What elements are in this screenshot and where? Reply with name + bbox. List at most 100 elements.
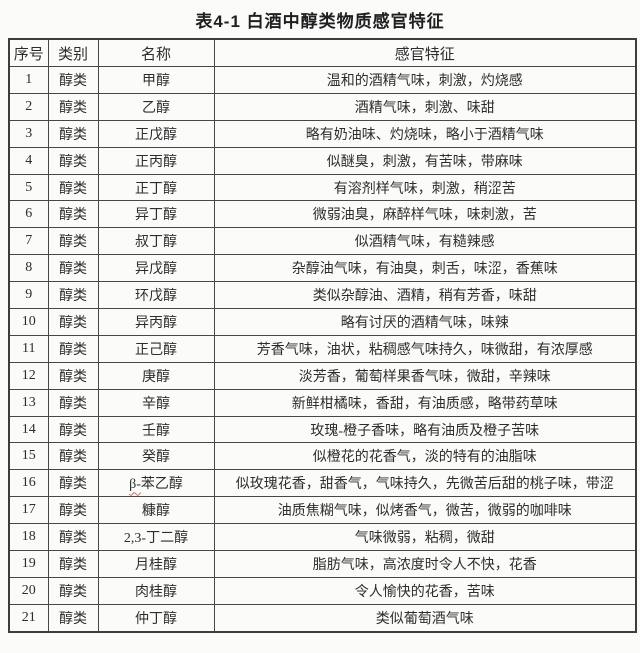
table-row: 12 醇类 庚醇 淡芳香，葡萄样果香气味，微甜，辛辣味 xyxy=(8,361,637,390)
column-header-name: 名称 xyxy=(97,38,215,67)
table-row: 17 醇类 糠醇 油质焦糊气味，似烤香气，微苦，微弱的咖啡味 xyxy=(8,496,637,525)
cell-name: 乙醇 xyxy=(97,92,215,121)
cell-name: 辛醇 xyxy=(97,388,215,417)
cell-name: 仲丁醇 xyxy=(97,603,215,633)
cell-category: 醇类 xyxy=(47,415,99,444)
cell-feature: 类似杂醇油、酒精，稍有芳香，味甜 xyxy=(213,281,637,310)
table-title: 表4-1 白酒中醇类物质感官特征 xyxy=(195,11,445,31)
table-row: 19 醇类 月桂醇 脂肪气味，高浓度时令人不快，花香 xyxy=(8,550,637,578)
cell-row-number: 5 xyxy=(8,173,49,202)
cell-name: 癸醇 xyxy=(97,442,215,471)
cell-category: 醇类 xyxy=(47,200,99,229)
alcohols-sensory-table: 序号 类别 名称 感官特征 1 醇类 甲醇 温和的酒精气味，刺激，灼烧感 2 醇类 乙醇 酒精… xyxy=(8,38,637,633)
cell-category: 醇类 xyxy=(47,173,99,202)
cell-name: 叔丁醇 xyxy=(97,227,215,256)
cell-feature: 有溶剂样气味，刺激，稍涩苦 xyxy=(213,173,637,202)
cell-row-number: 20 xyxy=(8,576,49,605)
table-row: 8 醇类 异戊醇 杂醇油气味，有油臭，刺舌，味涩，香蕉味 xyxy=(8,254,637,283)
cell-row-number: 15 xyxy=(8,442,49,471)
cell-name: 正戊醇 xyxy=(97,119,215,148)
cell-feature: 令人愉快的花香，苦味 xyxy=(213,576,637,605)
cell-feature: 略有奶油味、灼烧味，略小于酒精气味 xyxy=(213,119,637,148)
table-row: 18 醇类 2,3-丁二醇 气味微弱，粘稠，微甜 xyxy=(8,523,637,552)
cell-row-number: 7 xyxy=(8,227,49,256)
cell-row-number: 18 xyxy=(8,523,49,552)
cell-feature: 油质焦糊气味，似烤香气，微苦，微弱的咖啡味 xyxy=(213,496,637,525)
cell-category: 醇类 xyxy=(47,361,99,390)
cell-feature: 似酒精气味，有糙辣感 xyxy=(213,227,637,256)
cell-row-number: 14 xyxy=(8,415,49,444)
title-bar: 表4-1 白酒中醇类物质感官特征 xyxy=(0,0,640,38)
cell-name: 异丙醇 xyxy=(97,308,215,336)
cell-row-number: 13 xyxy=(8,388,49,417)
column-header-feature: 感官特征 xyxy=(213,38,637,67)
cell-row-number: 8 xyxy=(8,254,49,283)
cell-feature: 淡芳香，葡萄样果香气味，微甜，辛辣味 xyxy=(213,361,637,390)
cell-row-number: 21 xyxy=(8,603,49,633)
cell-name: 正丁醇 xyxy=(97,173,215,202)
cell-feature: 类似葡萄酒气味 xyxy=(213,603,637,633)
cell-row-number: 10 xyxy=(8,308,49,336)
table-row: 4 醇类 正丙醇 似醚臭，刺激，有苦味，带麻味 xyxy=(8,146,637,175)
cell-category: 醇类 xyxy=(47,576,99,605)
cell-name: 异丁醇 xyxy=(97,200,215,229)
table-row: 13 醇类 辛醇 新鲜柑橘味，香甜，有油质感，略带药草味 xyxy=(8,388,637,417)
cell-category: 醇类 xyxy=(47,388,99,417)
spellcheck-underline: β- xyxy=(129,477,141,493)
table-row: 15 醇类 癸醇 似橙花的花香气，淡的特有的油脂味 xyxy=(8,442,637,471)
header-row: 序号 类别 名称 感官特征 xyxy=(8,38,637,67)
cell-feature: 杂醇油气味，有油臭，刺舌，味涩，香蕉味 xyxy=(213,254,637,283)
cell-row-number: 1 xyxy=(8,66,49,94)
cell-category: 醇类 xyxy=(47,66,99,94)
cell-row-number: 2 xyxy=(8,92,49,121)
cell-name: 环戊醇 xyxy=(97,281,215,310)
cell-name: 正丙醇 xyxy=(97,146,215,175)
cell-category: 醇类 xyxy=(47,523,99,552)
table-row: 16 醇类 β-苯乙醇 似玫瑰花香，甜香气，气味持久，先微苦后甜的桃子味，带涩 xyxy=(8,469,637,498)
cell-feature: 脂肪气味，高浓度时令人不快，花香 xyxy=(213,550,637,578)
table-header: 序号 类别 名称 感官特征 xyxy=(8,38,637,67)
cell-feature: 略有讨厌的酒精气味，味辣 xyxy=(213,308,637,336)
cell-feature: 气味微弱，粘稠，微甜 xyxy=(213,523,637,552)
cell-category: 醇类 xyxy=(47,92,99,121)
cell-name: 壬醇 xyxy=(97,415,215,444)
table-row: 7 醇类 叔丁醇 似酒精气味，有糙辣感 xyxy=(8,227,637,256)
cell-feature: 似橙花的花香气，淡的特有的油脂味 xyxy=(213,442,637,471)
cell-row-number: 11 xyxy=(8,334,49,363)
cell-name: 异戊醇 xyxy=(97,254,215,283)
cell-category: 醇类 xyxy=(47,442,99,471)
cell-name: 庚醇 xyxy=(97,361,215,390)
cell-name: β-苯乙醇 xyxy=(97,469,215,498)
cell-category: 醇类 xyxy=(47,281,99,310)
table-row: 5 醇类 正丁醇 有溶剂样气味，刺激，稍涩苦 xyxy=(8,173,637,202)
cell-name: 正己醇 xyxy=(97,334,215,363)
table-row: 20 醇类 肉桂醇 令人愉快的花香，苦味 xyxy=(8,576,637,605)
cell-feature: 玫瑰-橙子香味，略有油质及橙子苦味 xyxy=(213,415,637,444)
cell-row-number: 9 xyxy=(8,281,49,310)
cell-name: 月桂醇 xyxy=(97,550,215,578)
table-row: 9 醇类 环戊醇 类似杂醇油、酒精，稍有芳香，味甜 xyxy=(8,281,637,310)
table-row: 11 醇类 正己醇 芳香气味，油状，粘稠感气味持久，味微甜，有浓厚感 xyxy=(8,334,637,363)
cell-category: 醇类 xyxy=(47,550,99,578)
cell-category: 醇类 xyxy=(47,227,99,256)
cell-feature: 温和的酒精气味，刺激，灼烧感 xyxy=(213,66,637,94)
table-row: 21 醇类 仲丁醇 类似葡萄酒气味 xyxy=(8,603,637,633)
cell-category: 醇类 xyxy=(47,146,99,175)
table-row: 10 醇类 异丙醇 略有讨厌的酒精气味，味辣 xyxy=(8,308,637,336)
column-header-category: 类别 xyxy=(47,38,99,67)
cell-name: 肉桂醇 xyxy=(97,576,215,605)
cell-feature: 新鲜柑橘味，香甜，有油质感，略带药草味 xyxy=(213,388,637,417)
cell-row-number: 19 xyxy=(8,550,49,578)
cell-category: 醇类 xyxy=(47,254,99,283)
table-row: 14 醇类 壬醇 玫瑰-橙子香味，略有油质及橙子苦味 xyxy=(8,415,637,444)
cell-category: 醇类 xyxy=(47,334,99,363)
cell-category: 醇类 xyxy=(47,496,99,525)
cell-name: 糠醇 xyxy=(97,496,215,525)
cell-name: 甲醇 xyxy=(97,66,215,94)
cell-row-number: 4 xyxy=(8,146,49,175)
cell-feature: 酒精气味，刺激、味甜 xyxy=(213,92,637,121)
cell-row-number: 3 xyxy=(8,119,49,148)
cell-feature: 芳香气味，油状，粘稠感气味持久，味微甜，有浓厚感 xyxy=(213,334,637,363)
cell-category: 醇类 xyxy=(47,308,99,336)
